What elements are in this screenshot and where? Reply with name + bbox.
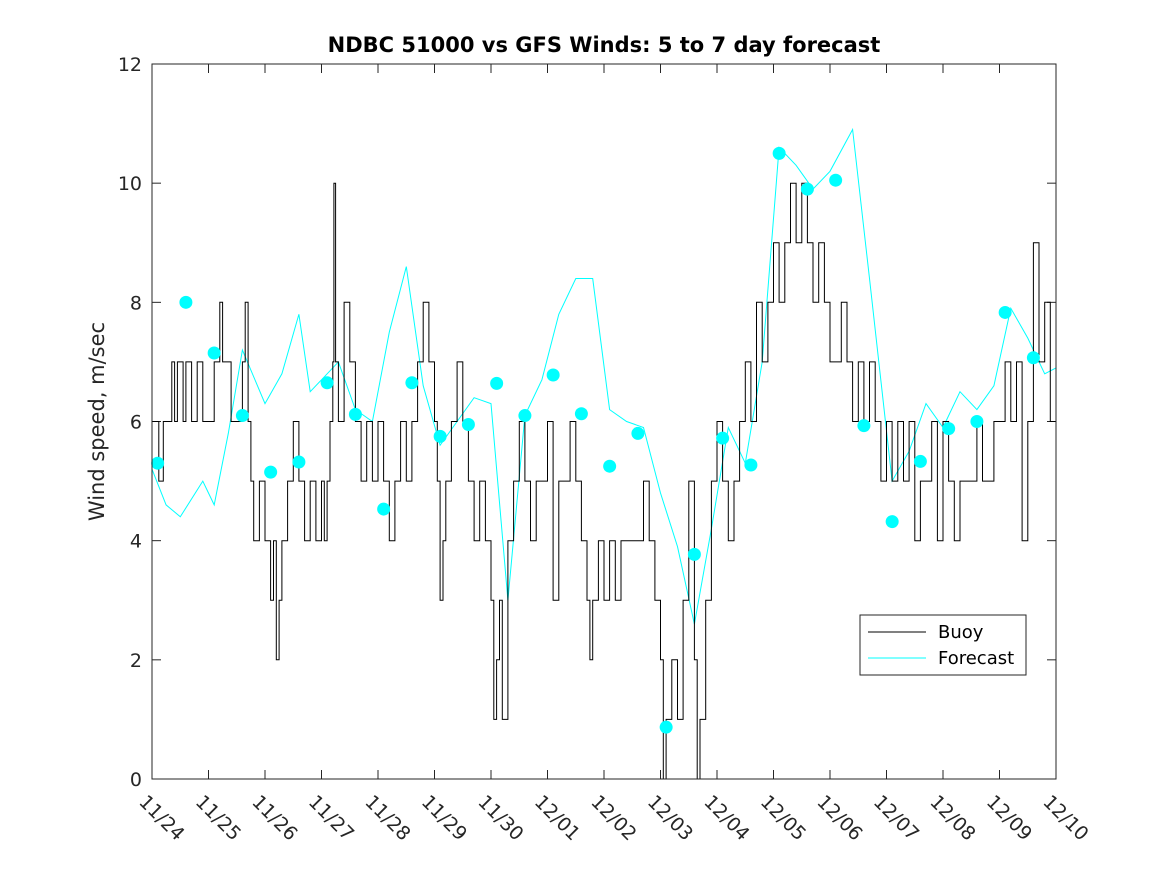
x-tick-label: 12/10 (1038, 791, 1092, 845)
legend-label-buoy: Buoy (938, 622, 984, 643)
forecast-marker (235, 409, 249, 423)
forecast-marker (348, 407, 362, 421)
axis-ticks (151, 63, 1057, 780)
forecast-marker (913, 454, 927, 468)
x-tick-label: 12/03 (643, 791, 697, 845)
forecast-marker (829, 173, 843, 187)
x-tick-label: 12/02 (586, 791, 640, 845)
forecast-marker (292, 455, 306, 469)
forecast-marker (687, 547, 701, 561)
forecast-marker (377, 502, 391, 516)
forecast-marker (574, 407, 588, 421)
forecast-marker (998, 305, 1012, 319)
forecast-marker (970, 415, 984, 428)
forecast-marker (659, 720, 673, 734)
forecast-marker (772, 146, 786, 160)
forecast-marker (744, 458, 758, 472)
plot-frame (151, 63, 1057, 780)
forecast-marker (461, 417, 475, 431)
x-tick-label: 11/26 (247, 791, 301, 845)
y-tick-label: 8 (130, 292, 142, 314)
y-tick-label: 4 (130, 531, 142, 553)
x-tick-label: 11/30 (473, 791, 527, 845)
x-tick-label: 12/08 (925, 791, 979, 845)
y-axis-label: Wind speed, m/sec (85, 322, 109, 521)
legend-label-forecast: Forecast (938, 648, 1014, 669)
forecast-markers (151, 146, 1040, 734)
x-tick-label: 11/27 (304, 791, 358, 845)
forecast-marker (518, 409, 532, 423)
y-tick-label: 6 (130, 412, 142, 434)
y-tick-labels: 0 2 4 6 8 10 12 (118, 54, 142, 791)
y-tick-label: 0 (130, 769, 142, 791)
forecast-marker (885, 515, 899, 529)
forecast-marker (405, 376, 419, 390)
forecast-marker (857, 419, 871, 433)
x-tick-label: 12/01 (530, 791, 584, 845)
forecast-marker (603, 459, 617, 473)
x-tick-labels: 11/24 11/25 11/26 11/27 11/28 11/29 11/30 12/01… (134, 791, 1092, 845)
forecast-marker (942, 422, 956, 436)
y-tick-label: 2 (130, 650, 142, 672)
forecast-marker (490, 376, 504, 390)
x-tick-label: 11/24 (134, 791, 188, 845)
forecast-marker (716, 431, 730, 445)
x-tick-label: 12/06 (812, 791, 866, 845)
legend: Buoy Forecast (859, 614, 1027, 676)
forecast-marker (433, 429, 447, 443)
forecast-marker (320, 376, 334, 390)
forecast-marker (1026, 351, 1040, 365)
x-tick-label: 12/05 (756, 791, 810, 845)
chart-title: NDBC 51000 vs GFS Winds: 5 to 7 day fore… (328, 33, 881, 57)
x-tick-label: 11/29 (417, 791, 471, 845)
y-tick-label: 12 (118, 54, 142, 76)
forecast-marker (800, 182, 814, 196)
y-tick-label: 10 (118, 173, 142, 195)
forecast-marker (264, 465, 278, 479)
forecast-marker (207, 346, 221, 360)
x-tick-label: 11/25 (191, 791, 245, 845)
forecast-marker (179, 295, 193, 309)
buoy-series (152, 182, 1056, 780)
forecast-marker (631, 426, 645, 440)
x-tick-label: 12/09 (982, 791, 1036, 845)
x-tick-label: 12/07 (869, 791, 923, 845)
buoy-line (152, 182, 1056, 780)
forecast-marker (151, 456, 165, 470)
legend-box (859, 614, 1027, 676)
forecast-marker (546, 368, 560, 382)
x-tick-label: 11/28 (360, 791, 414, 845)
x-tick-label: 12/04 (699, 791, 753, 845)
